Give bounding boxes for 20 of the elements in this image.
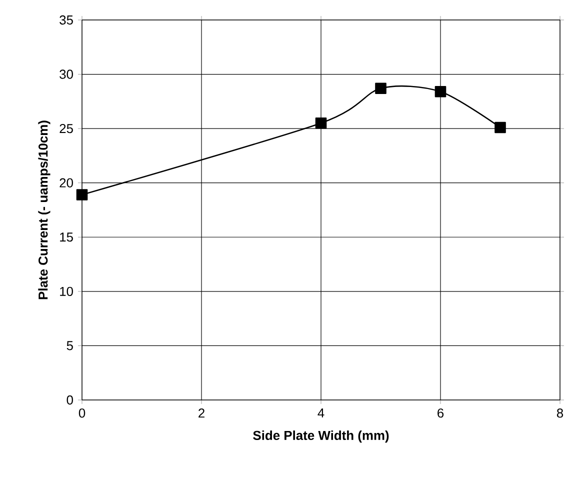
y-tick-label: 25 (60, 124, 73, 134)
y-tick-label: 15 (60, 232, 73, 242)
x-axis-title: Side Plate Width (mm) (253, 430, 389, 443)
y-tick-label: 0 (66, 395, 73, 405)
x-tick-label: 6 (438, 408, 444, 418)
y-axis-title: Plate Current (- uamps/10cm) (38, 120, 50, 300)
y-tick-label: 30 (60, 70, 73, 79)
y-tick-label: 20 (60, 178, 73, 188)
point (315, 117, 327, 129)
point (494, 122, 506, 134)
y-tick-label: 5 (66, 341, 73, 350)
y-tick-label: 10 (60, 286, 73, 296)
point (76, 189, 88, 200)
x-tick-label: 8 (556, 408, 564, 418)
point (375, 82, 386, 94)
x-tick-label: 0 (78, 408, 86, 418)
y-tick-label: 35 (60, 15, 73, 25)
x-tick-label: 2 (198, 408, 204, 418)
point (434, 86, 446, 98)
x-tick-label: 4 (318, 408, 324, 418)
